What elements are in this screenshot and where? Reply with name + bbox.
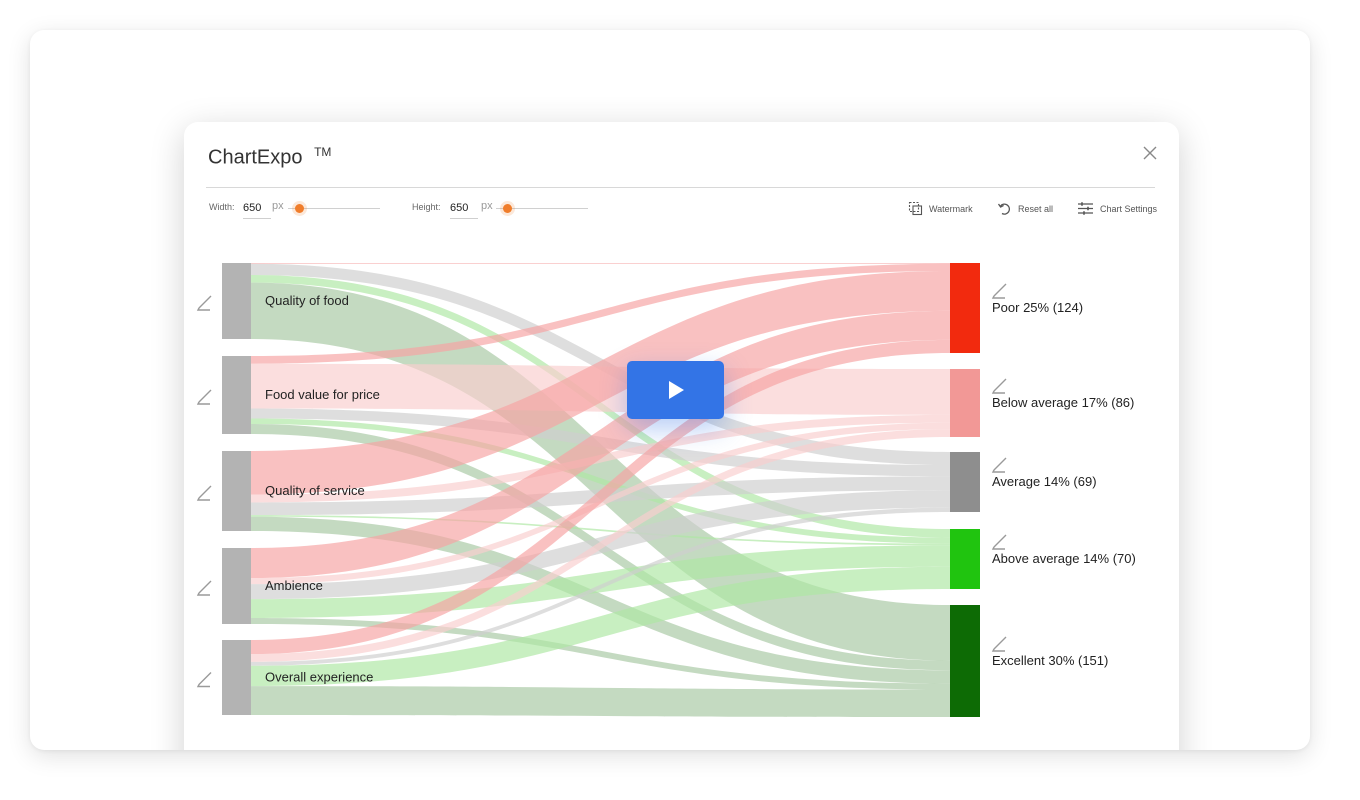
target-label: Below average 17% (86): [992, 395, 1134, 410]
sankey-chart: Quality of food Food value for price Quali…: [196, 263, 1136, 717]
chartexpo-dialog: ChartExpo TM Width: px Height: px Waterm…: [184, 122, 1179, 750]
pencil-icon[interactable]: [196, 389, 212, 405]
height-label: Height:: [412, 202, 441, 212]
app-title: ChartExpo: [208, 146, 303, 169]
pencil-icon[interactable]: [196, 580, 212, 596]
height-slider-thumb[interactable]: [503, 204, 513, 213]
width-unit: px: [272, 200, 284, 212]
watermark-button[interactable]: Watermark: [908, 201, 973, 216]
sankey-link[interactable]: [251, 263, 950, 364]
source-label: Ambience: [265, 578, 323, 593]
target-label: Excellent 30% (151): [992, 653, 1108, 668]
target-label: Poor 25% (124): [992, 300, 1083, 315]
chart-settings-label: Chart Settings: [1100, 203, 1158, 214]
sankey-link[interactable]: [251, 339, 950, 655]
sankey-link[interactable]: [251, 263, 950, 264]
header-divider: [206, 187, 1155, 188]
target-node[interactable]: [950, 529, 980, 589]
sankey-link[interactable]: [251, 566, 950, 687]
pencil-icon[interactable]: [991, 283, 1007, 299]
height-unit: px: [481, 200, 493, 212]
sankey-link[interactable]: [251, 545, 950, 618]
target-node[interactable]: [950, 263, 980, 353]
watermark-label: Watermark: [929, 203, 973, 214]
height-input[interactable]: [450, 198, 478, 219]
watermark-icon: [908, 201, 923, 216]
width-slider-track[interactable]: [288, 208, 380, 209]
target-node[interactable]: [950, 605, 980, 717]
source-node[interactable]: [222, 263, 251, 339]
source-label: Quality of food: [265, 293, 349, 308]
height-slider-track[interactable]: [496, 208, 588, 209]
chart-settings-button[interactable]: Chart Settings: [1077, 201, 1157, 216]
screenshot-card: ChartExpo TM Width: px Height: px Waterm…: [30, 30, 1310, 750]
sankey-link[interactable]: [251, 418, 950, 544]
pencil-icon[interactable]: [991, 378, 1007, 394]
width-label: Width:: [209, 202, 235, 212]
target-node[interactable]: [950, 452, 980, 512]
sankey-link[interactable]: [251, 310, 950, 579]
pencil-icon[interactable]: [196, 295, 212, 311]
reset-all-button[interactable]: Reset all: [997, 201, 1053, 216]
pencil-icon[interactable]: [991, 636, 1007, 652]
close-button[interactable]: [1141, 144, 1159, 162]
play-icon: [669, 381, 684, 399]
dialog-title: ChartExpo TM: [208, 145, 331, 170]
sankey-link[interactable]: [251, 515, 950, 546]
sankey-link[interactable]: [251, 282, 950, 661]
source-node[interactable]: [222, 548, 251, 624]
sankey-link[interactable]: [251, 516, 950, 684]
pencil-icon[interactable]: [196, 672, 212, 688]
sankey-link[interactable]: [251, 429, 950, 662]
sankey-link[interactable]: [251, 686, 950, 717]
trademark-mark: TM: [314, 145, 332, 159]
source-label: Food value for price: [265, 387, 380, 402]
close-icon: [1143, 146, 1157, 160]
source-label: Overall experience: [265, 670, 373, 685]
reset-icon: [997, 203, 1011, 215]
source-label: Quality of service: [265, 483, 365, 498]
video-play-button[interactable]: [627, 361, 724, 419]
sankey-link[interactable]: [251, 270, 950, 495]
pencil-icon[interactable]: [196, 485, 212, 501]
source-node[interactable]: [222, 356, 251, 434]
source-node[interactable]: [222, 451, 251, 531]
reset-all-label: Reset all: [1018, 203, 1054, 214]
pencil-icon[interactable]: [991, 534, 1007, 550]
sankey-links: [251, 263, 950, 717]
sankey-link[interactable]: [251, 617, 950, 690]
target-label: Average 14% (69): [992, 474, 1097, 489]
target-label: Above average 14% (70): [992, 551, 1136, 566]
width-slider-thumb[interactable]: [295, 204, 305, 213]
target-node[interactable]: [950, 369, 980, 437]
sankey-link[interactable]: [251, 507, 950, 666]
pencil-icon[interactable]: [991, 457, 1007, 473]
source-node[interactable]: [222, 640, 251, 715]
width-input[interactable]: [243, 198, 271, 219]
settings-icon: [1078, 202, 1093, 215]
